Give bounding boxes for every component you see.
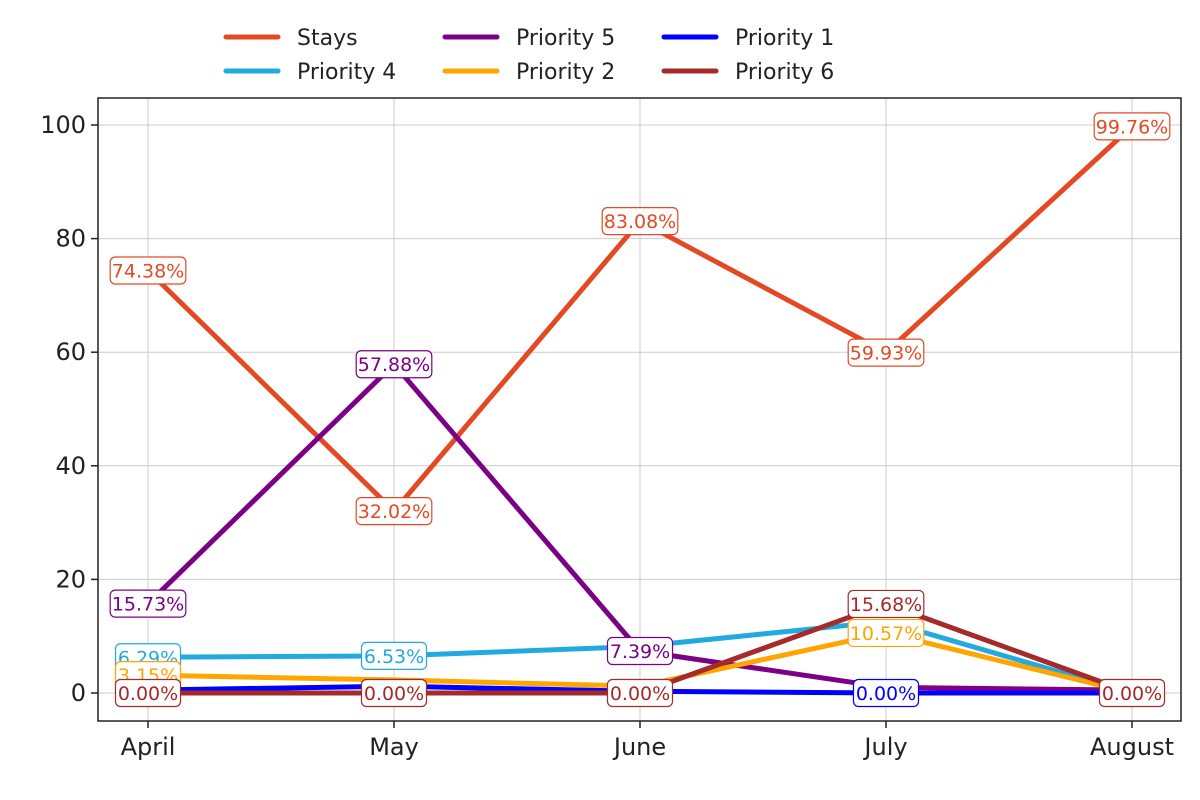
legend-item: Priority 1 <box>661 26 834 51</box>
data-label-box <box>847 589 925 619</box>
data-label: 0.00% <box>852 678 920 708</box>
data-label-box <box>355 497 433 526</box>
data-label-box <box>852 678 920 708</box>
data-label-text: 6.53% <box>364 646 424 668</box>
legend-label: Priority 5 <box>516 26 615 51</box>
data-label-text: 0.00% <box>610 683 670 705</box>
data-label-box <box>109 256 187 285</box>
data-label: 99.76% <box>1093 112 1171 141</box>
data-label-box <box>847 618 925 648</box>
y-tick-label: 20 <box>55 565 86 593</box>
legend-item: Priority 6 <box>661 60 834 85</box>
data-label: 0.00% <box>360 678 428 708</box>
y-tick-label: 40 <box>55 452 86 480</box>
data-label-text: 0.00% <box>1102 683 1162 705</box>
data-label-text: 83.08% <box>604 211 676 233</box>
data-label: 0.00% <box>114 678 182 708</box>
data-label-text: 10.57% <box>850 623 922 645</box>
x-tick-label: July <box>862 733 907 761</box>
y-tick-label: 60 <box>55 338 86 366</box>
x-tick-label: August <box>1090 733 1174 761</box>
data-label-text: 15.68% <box>850 594 922 616</box>
data-label-text: 99.76% <box>1096 116 1168 138</box>
data-label: 0.00% <box>1098 678 1166 708</box>
data-label-text: 59.93% <box>850 343 922 365</box>
data-label: 15.68% <box>847 589 925 619</box>
data-label-text: 0.00% <box>364 683 424 705</box>
data-label: 83.08% <box>601 207 679 236</box>
data-label-text: 57.88% <box>358 354 430 376</box>
data-label-box <box>109 589 187 618</box>
data-label-box <box>601 207 679 236</box>
data-label: 74.38% <box>109 256 187 285</box>
legend-label: Priority 2 <box>516 60 615 85</box>
x-tick-label: April <box>121 733 176 761</box>
x-tick-label: June <box>612 733 666 761</box>
legend-item: Stays <box>223 26 358 51</box>
legend-label: Priority 1 <box>735 26 834 51</box>
legend-label: Priority 4 <box>297 60 396 85</box>
data-label: 7.39% <box>606 636 674 666</box>
y-tick-label: 80 <box>55 225 86 253</box>
data-label-text: 32.02% <box>358 501 430 523</box>
legend-label: Priority 6 <box>735 60 834 85</box>
grid-lines <box>98 98 1181 721</box>
data-labels: 74.38%32.02%83.08%59.93%99.76%6.29% 6.53%… <box>109 112 1171 708</box>
x-tick-label: May <box>369 733 419 761</box>
data-label: 10.57% <box>847 618 925 648</box>
data-label-text: 74.38% <box>112 261 184 283</box>
legend: Stays Priority 4 Priority 5 Priority 2 Prior… <box>223 26 834 85</box>
data-label: 6.53% <box>360 641 428 671</box>
data-label: 59.93% <box>847 338 925 367</box>
legend-label: Stays <box>297 26 358 51</box>
y-tick-label: 100 <box>40 111 86 139</box>
data-label-text: 0.00% <box>118 683 178 705</box>
axes: 0 20 40 60 80 100 April May June July August <box>40 111 1174 761</box>
data-label: 15.73% <box>109 589 187 618</box>
data-label-text: 0.00% <box>856 683 916 705</box>
legend-item: Priority 4 <box>223 60 396 85</box>
data-label-box <box>1098 678 1166 708</box>
data-label-box <box>360 641 428 671</box>
data-label-box <box>355 350 433 379</box>
legend-item: Priority 2 <box>442 60 615 85</box>
data-label: 0.00% <box>606 678 674 708</box>
data-label-box <box>114 678 182 708</box>
data-label: 57.88% <box>355 350 433 379</box>
data-label-box <box>1093 112 1171 141</box>
data-label: 32.02% <box>355 497 433 526</box>
data-label-box <box>847 338 925 367</box>
data-label-box <box>606 678 674 708</box>
data-label-text: 15.73% <box>112 594 184 616</box>
data-label-text: 7.39% <box>610 641 670 663</box>
y-tick-label: 0 <box>71 679 86 707</box>
data-label-box <box>606 636 674 666</box>
legend-item: Priority 5 <box>442 26 615 51</box>
data-label-box <box>360 678 428 708</box>
